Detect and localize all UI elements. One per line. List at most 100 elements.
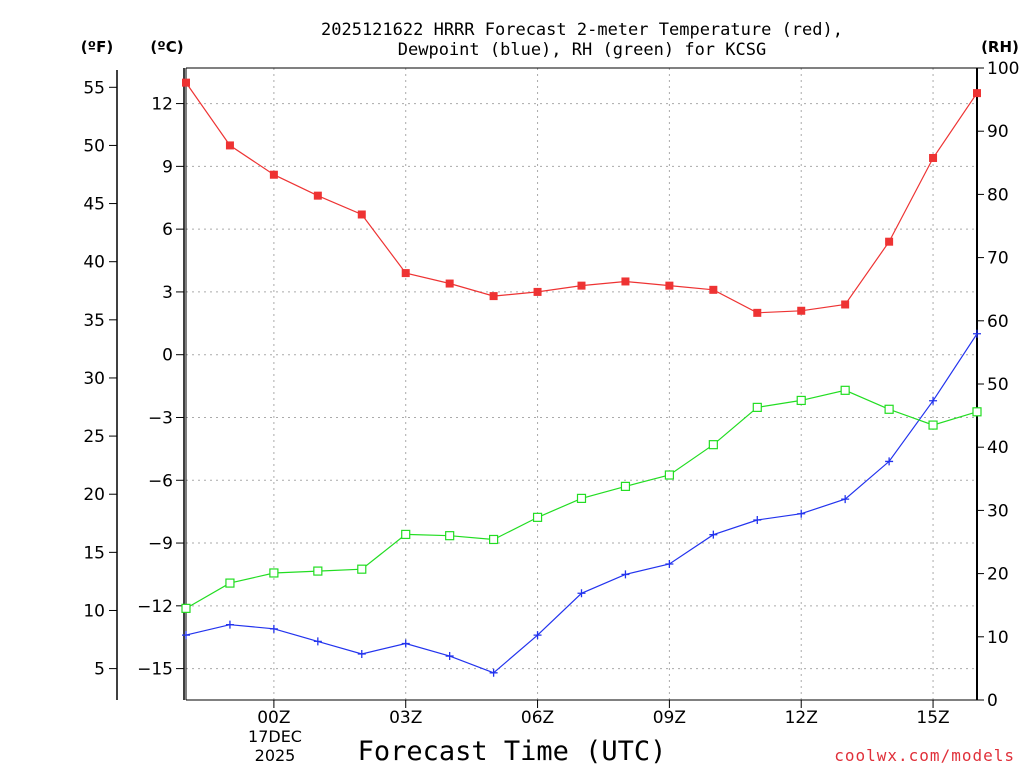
fahrenheit-tick-label: 25 [83,427,105,447]
fahrenheit-tick-label: 15 [83,543,105,563]
data-point-dewpoint [841,495,850,504]
data-point-rh [840,385,850,395]
fahrenheit-tick-label: 10 [83,601,105,621]
fahrenheit-tick-label: 5 [94,660,105,680]
fahrenheit-unit-label: (ºF) [81,38,113,56]
celsius-tick-label: 3 [162,283,173,303]
x-tick-label: 15Z [916,708,949,728]
data-point-rh [928,420,938,430]
series-layer [181,78,982,677]
celsius-tick-label: −12 [137,597,173,617]
data-point-temperature [709,285,718,294]
data-point-temperature [445,279,454,288]
x-tick-label: 00Z [257,708,290,728]
celsius-tick-label: 9 [162,157,173,177]
rh-tick-label: 50 [987,375,1009,395]
data-point-rh [181,603,191,613]
rh-tick-label: 60 [987,312,1009,332]
data-point-dewpoint [489,668,498,677]
fahrenheit-tick-label: 55 [83,78,105,98]
celsius-tick-label: −3 [148,408,173,428]
data-point-rh [752,402,762,412]
data-point-dewpoint [269,624,278,633]
celsius-tick-label: −9 [148,534,173,554]
fahrenheit-tick-label: 20 [83,485,105,505]
rh-unit-label: (RH) [981,38,1019,56]
celsius-tick-label: 6 [162,220,173,240]
rh-tick-label: 80 [987,185,1009,205]
chart-title-line-1: 2025121622 HRRR Forecast 2-meter Tempera… [321,20,843,40]
data-point-temperature [225,141,234,150]
data-point-temperature [489,292,498,301]
data-point-dewpoint [709,530,718,539]
data-point-rh [664,470,674,480]
date-label-year: 2025 [255,746,296,765]
data-point-rh [225,578,235,588]
data-point-temperature [401,269,410,278]
celsius-tick-label: 12 [151,95,173,115]
data-point-temperature [621,277,630,286]
data-point-rh [884,404,894,414]
fahrenheit-tick-label: 50 [83,136,105,156]
data-point-rh [532,512,543,522]
data-point-dewpoint [797,509,806,518]
fahrenheit-tick-label: 40 [83,253,105,273]
data-point-temperature [357,210,366,219]
fahrenheit-tick-label: 35 [83,311,105,331]
data-point-temperature [269,170,278,179]
data-point-dewpoint [225,620,234,629]
chart-title-line-2: Dewpoint (blue), RH (green) for KCSG [398,40,766,60]
rh-tick-label: 10 [987,628,1009,648]
data-point-rh [708,440,718,450]
series-line-temperature [185,82,978,314]
rh-tick-label: 0 [987,691,998,711]
rh-tick-label: 30 [987,501,1009,521]
rh-tick-label: 40 [987,438,1009,458]
data-point-rh [357,564,367,574]
data-point-rh [445,531,455,541]
data-point-dewpoint [929,396,938,405]
data-point-temperature [533,287,542,296]
celsius-tick-label: 0 [162,346,173,366]
rh-tick-label: 100 [987,59,1019,79]
x-tick-label: 12Z [785,708,818,728]
data-point-dewpoint [182,631,190,640]
data-point-dewpoint [401,639,410,648]
data-point-temperature [929,153,938,162]
rh-tick-label: 20 [987,565,1009,585]
series-dewpoint [182,329,981,677]
x-tick-label: 06Z [521,708,554,728]
rh-tick-label: 70 [987,249,1009,269]
data-point-temperature [753,308,762,317]
data-point-temperature [797,306,806,315]
data-point-temperature [577,281,586,290]
celsius-unit-label: (ºC) [150,38,183,56]
x-tick-label: 09Z [653,708,686,728]
data-point-rh [796,395,806,406]
x-axis-title: Forecast Time (UTC) [358,736,667,767]
fahrenheit-tick-label: 45 [83,195,105,215]
data-point-rh [269,568,279,578]
data-point-temperature [665,281,674,290]
data-point-dewpoint [577,589,586,598]
credit-label: coolwx.com/models [834,746,1015,765]
data-point-dewpoint [621,570,630,579]
axes: 129630−3−6−9−12−155550454035302520151051… [83,59,1019,728]
data-point-rh [576,493,587,503]
data-point-temperature [885,237,894,246]
data-point-rh [401,529,411,540]
data-point-dewpoint [445,652,454,661]
data-point-dewpoint [357,649,366,658]
data-point-rh [313,566,323,576]
data-point-dewpoint [973,329,981,338]
data-point-dewpoint [665,559,674,568]
data-point-dewpoint [753,516,762,525]
series-temperature [182,78,981,317]
celsius-tick-label: −15 [137,660,173,680]
rh-tick-label: 90 [987,122,1009,142]
fahrenheit-tick-label: 30 [83,369,105,389]
grid [186,68,977,700]
data-point-dewpoint [313,637,322,646]
celsius-tick-label: −6 [148,471,173,491]
data-point-temperature [313,191,322,200]
